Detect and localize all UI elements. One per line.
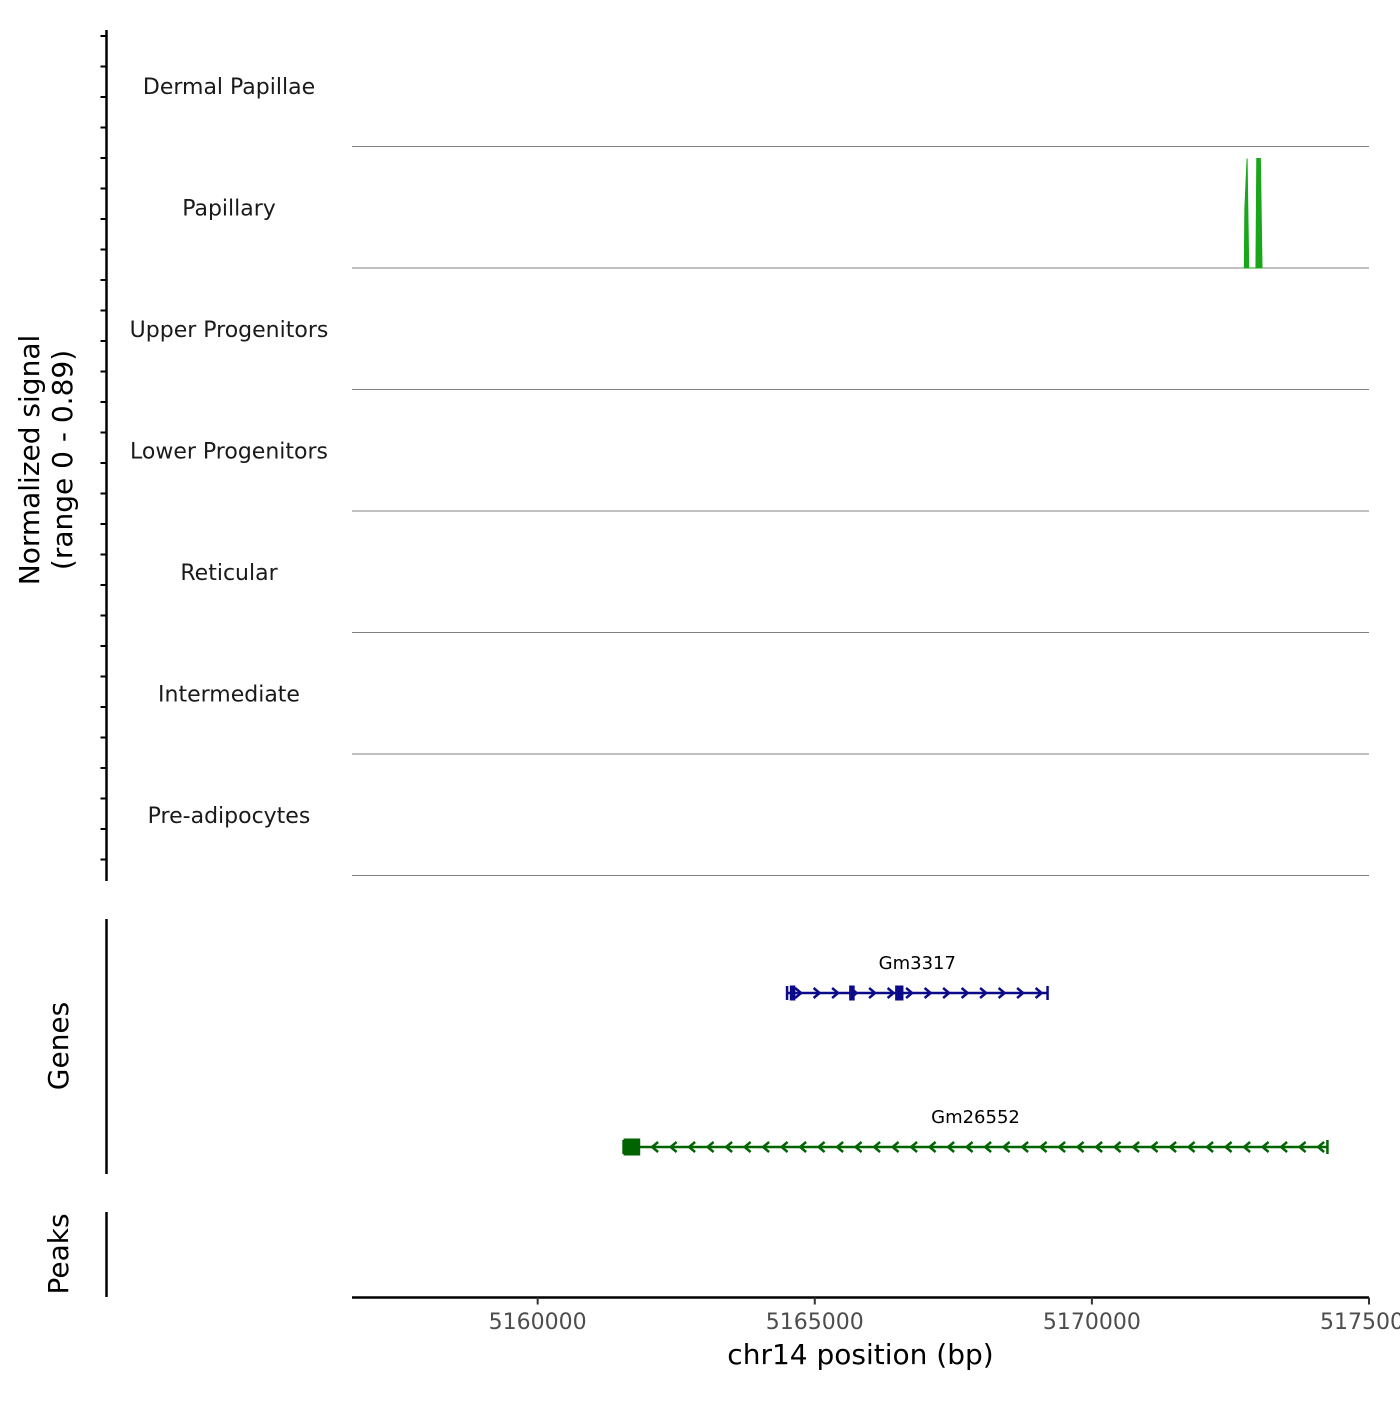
gene-strand-chevron	[946, 1141, 955, 1153]
gene-strand-chevron	[724, 1141, 733, 1153]
gene-strand-chevron	[761, 1141, 770, 1153]
gene-strand-chevron	[979, 987, 989, 999]
gene-strand-chevron	[923, 987, 933, 999]
x-axis-title: chr14 position (bp)	[727, 1338, 993, 1371]
gene-strand-chevron	[1279, 1141, 1288, 1153]
track-label-7: Pre-adipocytes	[148, 804, 311, 829]
gene-strand-chevron	[742, 1141, 752, 1153]
gene-strand-chevron	[1016, 987, 1026, 999]
coverage-panel: Normalized signal(range 0 - 0.89) Dermal …	[13, 30, 1369, 881]
track-label-5: Reticular	[180, 561, 278, 586]
gene-strand-chevron	[909, 1141, 918, 1153]
gene-strand-chevron	[1205, 1141, 1214, 1153]
x-tick-label-1: 5160000	[489, 1310, 587, 1335]
coverage-y-axis-title-line1: Normalized signal	[13, 335, 46, 586]
track-label-3: Upper Progenitors	[130, 318, 329, 343]
gene-strand-chevron	[1131, 1141, 1140, 1153]
gene-strand-chevron	[1186, 1141, 1196, 1153]
gene-strand-chevron	[650, 1141, 659, 1153]
gene-strand-chevron	[816, 1141, 826, 1153]
gene-exon-1-2	[849, 985, 855, 1001]
gene-strand-chevron	[687, 1141, 696, 1153]
gene-strand-chevron	[872, 1141, 881, 1153]
gene-strand-chevron	[1297, 1141, 1307, 1153]
coverage-signal-2	[1243, 158, 1263, 269]
gene-strand-chevron	[835, 1141, 844, 1153]
coverage-y-axis-title-line2: (range 0 - 0.89)	[46, 350, 79, 570]
gene-strand-chevron	[942, 987, 952, 999]
gene-strand-chevron	[1034, 987, 1044, 999]
track-label-4: Lower Progenitors	[130, 439, 328, 464]
peaks-panel: Peaks	[42, 1212, 108, 1297]
gene-exon-1-1	[789, 985, 796, 1001]
gene-strand-chevron	[886, 987, 896, 999]
gene-strand-chevron	[1260, 1141, 1270, 1153]
gene-strand-chevron	[1149, 1141, 1159, 1153]
gene-strand-chevron	[1020, 1141, 1029, 1153]
gene-strand-chevron	[997, 987, 1007, 999]
track-label-6: Intermediate	[158, 682, 300, 707]
x-tick-label-3: 5170000	[1043, 1310, 1141, 1335]
genes-y-axis-title: Genes	[42, 1002, 75, 1090]
gene-strand-chevron	[890, 1141, 900, 1153]
peaks-y-axis-title: Peaks	[42, 1213, 75, 1294]
gene-strand-chevron	[868, 987, 878, 999]
track-label-2: Papillary	[182, 196, 276, 221]
gene-strand-chevron	[794, 987, 804, 999]
gene-strand-chevron	[668, 1141, 678, 1153]
gene-strand-chevron	[705, 1141, 715, 1153]
gene-label-2: Gm26552	[931, 1107, 1020, 1128]
gene-strand-chevron	[798, 1141, 807, 1153]
gene-strand-chevron	[1001, 1141, 1011, 1153]
gene-strand-chevron	[1168, 1141, 1177, 1153]
gene-exon-1-3	[895, 985, 904, 1001]
gene-strand-chevron	[1094, 1141, 1103, 1153]
gene-strand-chevron	[779, 1141, 789, 1153]
x-axis: 5160000 5165000 5170000 5175000 chr14 positi…	[352, 1296, 1400, 1371]
gene-strand-chevron	[1075, 1141, 1085, 1153]
gene-label-1: Gm3317	[879, 953, 956, 974]
gene-strand-chevron	[1223, 1141, 1233, 1153]
gene-strand-chevron	[1316, 1141, 1325, 1153]
gene-strand-chevron	[960, 987, 970, 999]
gene-strand-chevron	[1057, 1141, 1066, 1153]
gene-exon-2-1	[623, 1138, 641, 1156]
x-tick-label-4: 5175000	[1320, 1310, 1400, 1335]
gene-strand-chevron	[1112, 1141, 1122, 1153]
gene-strand-chevron	[964, 1141, 974, 1153]
x-tick-label-2: 5165000	[766, 1310, 864, 1335]
gene-strand-chevron	[927, 1141, 937, 1153]
gene-strand-chevron	[853, 1141, 863, 1153]
gene-strand-chevron	[812, 987, 822, 999]
coverage-y-axis-title: Normalized signal(range 0 - 0.89)	[13, 335, 79, 586]
gene-strand-chevron	[831, 987, 841, 999]
gene-strand-chevron	[1038, 1141, 1048, 1153]
genes-panel: Genes Gm3317 Gm26552	[42, 919, 1329, 1174]
gene-strand-chevron	[905, 987, 915, 999]
gene-strand-chevron	[983, 1141, 992, 1153]
gene-strand-chevron	[1242, 1141, 1251, 1153]
track-label-1: Dermal Papillae	[143, 75, 315, 100]
